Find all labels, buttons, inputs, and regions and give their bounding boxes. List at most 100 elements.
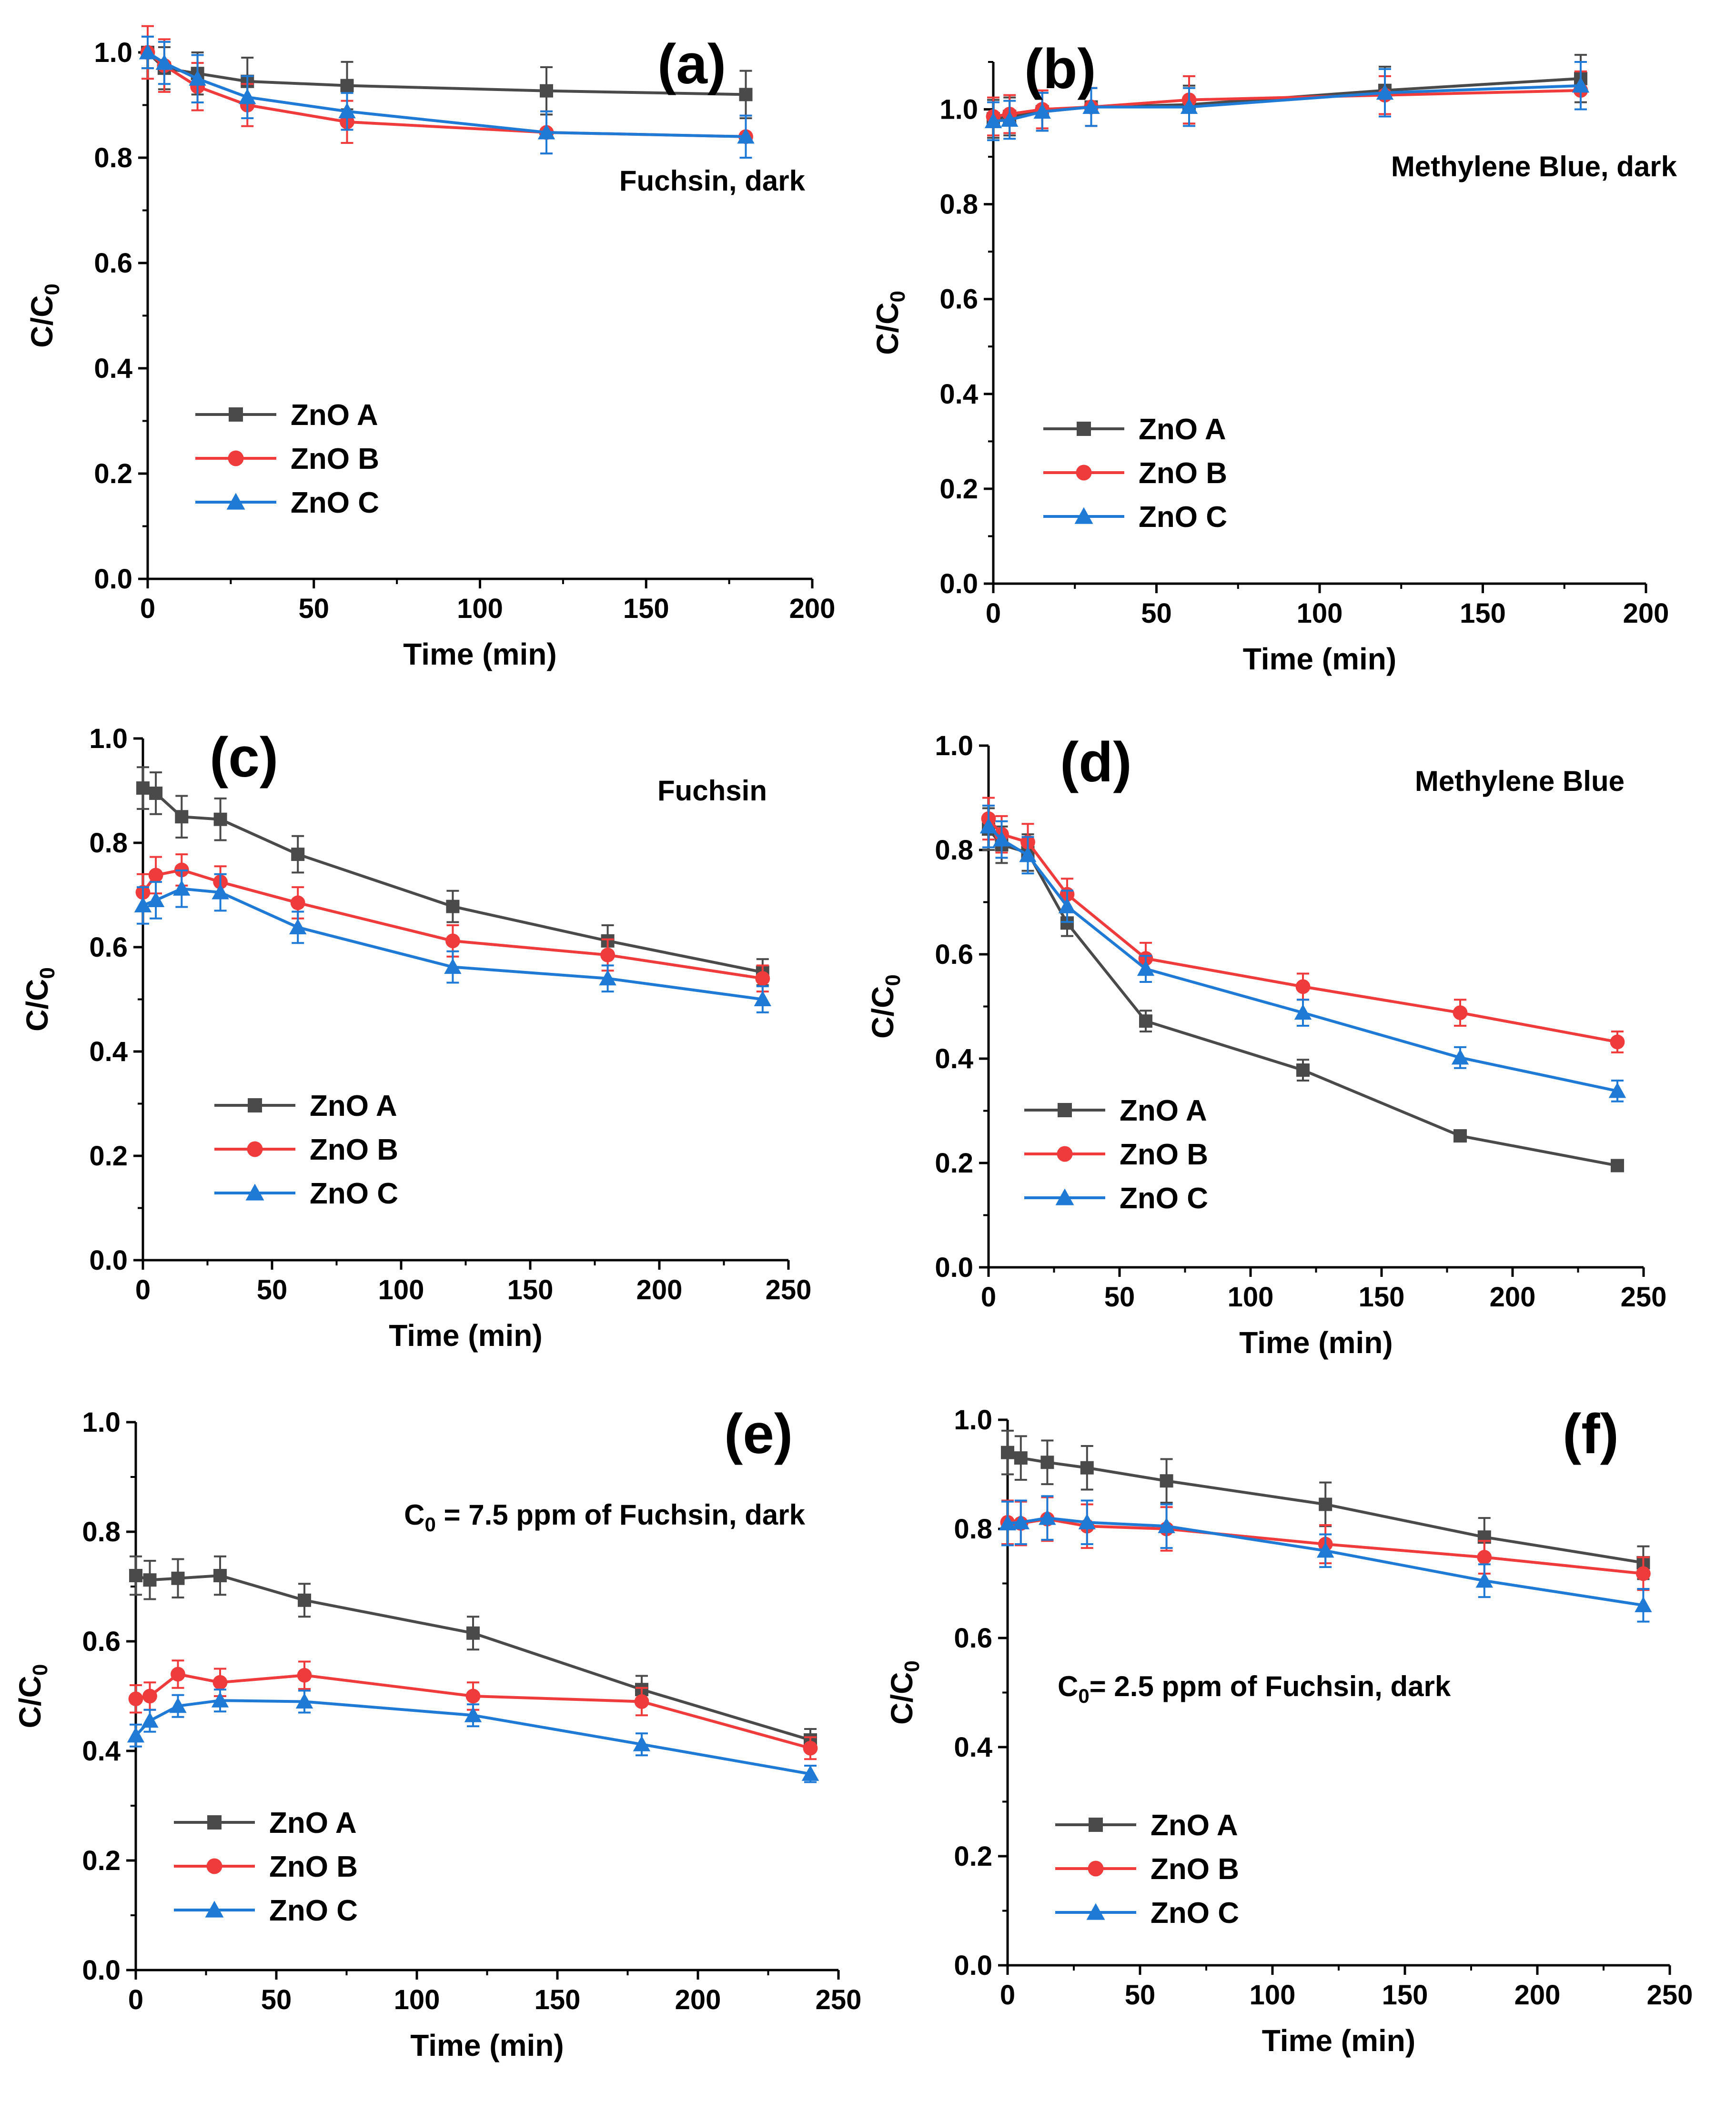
data-point <box>290 895 305 910</box>
x-tick-label: 0 <box>140 593 155 624</box>
y-tick-label: 1.0 <box>939 94 978 125</box>
x-tick-label: 200 <box>1514 1980 1561 2011</box>
y-tick-label: 0.8 <box>94 142 132 173</box>
legend-label: ZnO A <box>1139 413 1226 446</box>
data-point <box>739 88 753 101</box>
data-point <box>142 1688 157 1704</box>
data-point <box>173 880 191 896</box>
data-point <box>464 1707 482 1722</box>
legend-label: ZnO C <box>310 1177 398 1210</box>
panel-annotation: Methylene Blue, dark <box>1391 151 1677 182</box>
data-point <box>212 1675 228 1690</box>
legend-label: ZnO C <box>1151 1897 1239 1930</box>
x-tick-label: 250 <box>1621 1282 1667 1313</box>
x-tick-label: 100 <box>394 1984 440 2015</box>
y-tick-label: 0.4 <box>82 1736 121 1767</box>
y-tick-label: 0.2 <box>89 1141 128 1172</box>
legend-label: ZnO B <box>269 1850 358 1883</box>
x-tick-label: 200 <box>1623 598 1669 629</box>
data-point <box>298 1593 311 1607</box>
panel-label: (d) <box>1060 731 1132 794</box>
panel-label: (e) <box>724 1403 793 1466</box>
data-point <box>999 1515 1017 1531</box>
data-point <box>1317 1542 1334 1558</box>
y-tick-label: 0.4 <box>94 353 132 384</box>
legend-label: ZnO B <box>1139 457 1227 490</box>
x-axis-title: Time (min) <box>389 1318 542 1353</box>
panel-d: 0 50 100 150 200 250 0.0 0.2 0.4 0.6 0.8 1.0 Time (m… <box>866 730 1666 1360</box>
panel-label: (c) <box>210 726 278 789</box>
series-zno-b <box>135 853 770 993</box>
data-point <box>1453 1005 1468 1021</box>
data-point <box>1160 1474 1173 1488</box>
y-tick-label: 0.8 <box>89 828 128 859</box>
x-tick-label: 100 <box>1228 1282 1274 1313</box>
y-axis-title: C/C0 <box>885 1660 924 1725</box>
panel-annotation: Methylene Blue <box>1415 765 1625 797</box>
data-point <box>1451 1049 1469 1065</box>
x-tick-label: 150 <box>1460 598 1506 629</box>
legend-label: ZnO B <box>1151 1853 1239 1886</box>
y-tick-label: 0.8 <box>939 189 978 220</box>
x-tick-label: 0 <box>1000 1980 1015 2011</box>
legend-marker <box>1057 1146 1073 1162</box>
data-point <box>289 919 307 934</box>
data-point <box>212 883 229 900</box>
data-point <box>148 868 163 883</box>
data-point <box>143 1573 157 1587</box>
series-line <box>1007 1517 1644 1607</box>
x-tick-label: 150 <box>623 593 669 624</box>
y-tick-label: 0.8 <box>935 835 973 866</box>
data-point <box>465 1688 481 1704</box>
data-point <box>147 891 165 908</box>
y-tick-label: 0.6 <box>89 932 128 963</box>
data-point <box>466 1626 480 1640</box>
panel-label: (f) <box>1563 1403 1619 1466</box>
y-tick-label: 0.0 <box>939 568 978 599</box>
data-point <box>1082 98 1100 114</box>
data-point <box>1453 1129 1467 1143</box>
data-point <box>175 810 189 824</box>
panel-c: 0 50 100 150 200 250 0.0 0.2 0.4 0.6 0.8 1.0 Time (m… <box>20 723 811 1353</box>
y-tick-label: 0.0 <box>94 564 132 595</box>
legend-label: ZnO C <box>1139 501 1227 534</box>
y-tick-label: 1.0 <box>954 1405 992 1436</box>
legend-label: ZnO B <box>1120 1138 1208 1171</box>
data-point <box>801 1765 819 1781</box>
data-point <box>1636 1566 1651 1581</box>
x-tick-label: 200 <box>789 593 836 624</box>
data-point <box>1001 1446 1014 1459</box>
x-tick-label: 0 <box>986 598 1001 629</box>
legend-marker <box>248 1098 262 1112</box>
y-tick-label: 0.6 <box>94 248 132 279</box>
data-point <box>211 1692 229 1708</box>
data-point <box>1039 1509 1056 1525</box>
data-point <box>127 1727 145 1743</box>
legend-label: ZnO A <box>269 1807 357 1840</box>
legend: ZnO A ZnO B ZnO C <box>1024 1094 1208 1215</box>
x-tick-label: 100 <box>1297 598 1343 629</box>
data-point <box>139 43 157 60</box>
axes-frame <box>987 746 1644 1269</box>
y-axis-title: C/C0 <box>20 967 59 1031</box>
y-tick-label: 0.6 <box>939 284 978 315</box>
data-point <box>1001 111 1019 127</box>
panel-label: (b) <box>1024 38 1096 101</box>
series-line <box>146 51 746 96</box>
data-point <box>171 1571 185 1585</box>
x-tick-label: 50 <box>1104 1282 1135 1313</box>
x-tick-label: 250 <box>816 1984 862 2015</box>
legend-label: ZnO A <box>1151 1809 1238 1842</box>
y-tick-label: 0.4 <box>954 1732 992 1763</box>
y-tick-label: 1.0 <box>82 1407 121 1438</box>
legend-marker <box>245 1183 264 1201</box>
legend-label: ZnO B <box>291 443 379 475</box>
data-point <box>1608 1082 1626 1098</box>
data-point <box>1295 979 1311 994</box>
series-line <box>142 887 763 1001</box>
x-tick-label: 250 <box>1647 1980 1693 2011</box>
data-point <box>537 123 555 140</box>
data-point <box>1080 1461 1094 1475</box>
legend-label: ZnO C <box>1120 1182 1208 1215</box>
